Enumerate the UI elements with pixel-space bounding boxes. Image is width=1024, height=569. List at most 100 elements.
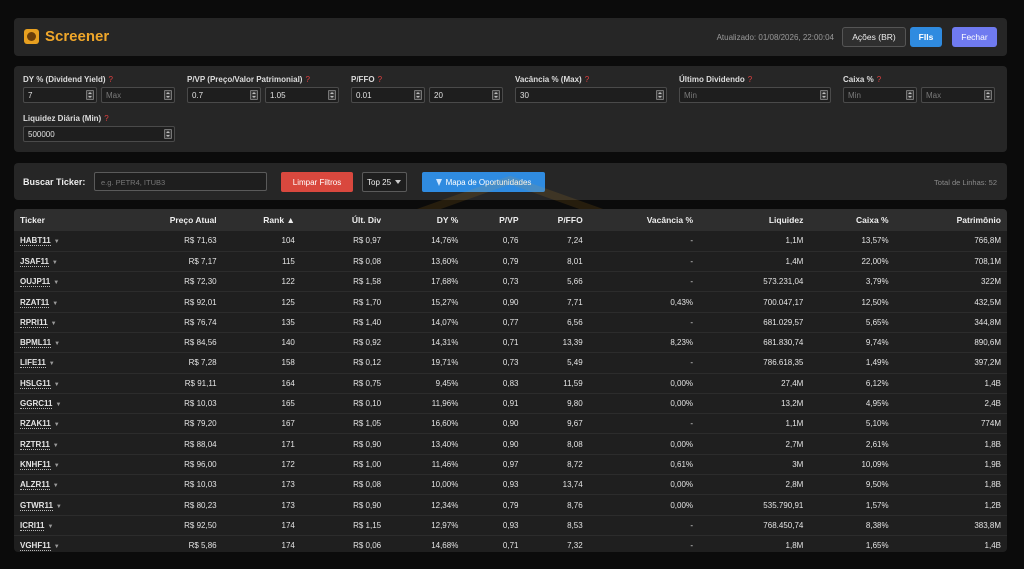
table-row[interactable]: JSAF11 ▼ R$ 7,17 115 R$ 0,08 13,60% 0,79 8,01-1… [14,251,1007,273]
help-icon[interactable]: ? [305,75,310,84]
table-row[interactable]: RZAT11 ▼ R$ 92,01 125 R$ 1,70 15,27% 0,90 7,71 0… [14,291,1007,313]
pffo-min-input[interactable]: 0.01 [351,87,425,103]
spinner-icon[interactable] [250,90,258,100]
spinner-icon[interactable] [820,90,828,100]
spinner-icon[interactable] [86,90,94,100]
table-row[interactable]: VGHF11 ▼ R$ 5,86 174 R$ 0,06 14,68% 0,71 7,32-1… [14,535,1007,552]
cell-ticker[interactable]: HSLG11 ▼ [14,373,93,394]
column-header-preco[interactable]: Preço Atual [92,209,223,231]
column-header-ticker[interactable]: Ticker [14,209,93,231]
pffo-max-input[interactable]: 20 [429,87,503,103]
top-count-select[interactable]: Top 25 [362,172,407,192]
ultimo-dividendo-min-input[interactable]: Min [679,87,831,103]
dropdown-arrow-icon[interactable]: ▼ [53,544,60,551]
spinner-icon[interactable] [492,90,500,100]
table-row[interactable]: RZAK11 ▼ R$ 79,20 167 R$ 1,05 16,60% 0,90 9,67-… [14,413,1007,435]
dropdown-arrow-icon[interactable]: ▼ [53,462,60,469]
table-row[interactable]: RPRI11 ▼ R$ 76,74 135 R$ 1,40 14,07% 0,77 6,56-… [14,312,1007,333]
fiis-button[interactable]: FIIs [910,27,942,47]
help-icon[interactable]: ? [108,75,113,84]
cell-ticker[interactable]: GGRC11 ▼ [14,393,93,415]
ticker-link[interactable]: JSAF11 [20,256,49,267]
column-header-pvp[interactable]: P/VP [464,209,525,231]
ticker-link[interactable]: VGHF11 [20,541,51,552]
dropdown-arrow-icon[interactable]: ▼ [55,503,62,510]
table-row[interactable]: GTWR11 ▼ R$ 80,23 173 R$ 0,90 12,34% 0,79 8,76 0… [14,494,1007,516]
cell-ticker[interactable]: RZAT11 ▼ [14,291,93,313]
ticker-link[interactable]: ICRI11 [20,520,45,531]
cell-ticker[interactable]: JSAF11 ▼ [14,251,93,273]
liquidez-min-input[interactable]: 500000 [23,126,175,142]
spinner-icon[interactable] [328,90,336,100]
ticker-link[interactable]: RPRI11 [20,317,48,328]
dy-max-input[interactable]: Max [101,87,175,103]
spinner-icon[interactable] [414,90,422,100]
ticker-link[interactable]: RZTR11 [20,439,50,450]
ticker-link[interactable]: BPML11 [20,338,52,349]
table-row[interactable]: BPML11 ▼ R$ 84,56 140 R$ 0,92 14,31% 0,71 13,39… [14,332,1007,354]
help-icon[interactable]: ? [584,75,590,84]
cell-ticker[interactable]: ICRI11 ▼ [14,515,93,536]
dropdown-arrow-icon[interactable]: ▼ [50,320,57,327]
column-header-vacancia[interactable]: Vacância % [588,209,700,231]
ticker-link[interactable]: LIFE11 [20,358,46,369]
help-icon[interactable]: ? [747,75,753,84]
column-header-dy[interactable]: DY % [387,209,465,231]
help-icon[interactable]: ? [377,75,383,84]
spinner-icon[interactable] [656,90,664,100]
table-row[interactable]: LIFE11 ▼ R$ 7,28 158 R$ 0,12 19,71% 0,73 5,49-7… [14,352,1007,374]
dropdown-arrow-icon[interactable]: ▼ [48,361,55,368]
dropdown-arrow-icon[interactable]: ▼ [47,523,54,530]
column-header-ult-div[interactable]: Últ. Div [300,209,388,231]
table-row[interactable]: RZTR11 ▼ R$ 88,04 171 R$ 0,90 13,40% 0,90 8,08 0… [14,433,1007,455]
column-header-pffo[interactable]: P/FFO [524,209,589,231]
cell-ticker[interactable]: KNHF11 ▼ [14,454,93,476]
help-icon[interactable]: ? [104,114,109,123]
cell-ticker[interactable]: ALZR11 ▼ [14,474,93,496]
cell-ticker[interactable]: RZTR11 ▼ [14,433,93,455]
table-row[interactable]: KNHF11 ▼ R$ 96,00 172 R$ 1,00 11,46% 0,97 8,72 0… [14,454,1007,476]
caixa-max-input[interactable]: Max [921,87,995,103]
column-header-patrimonio[interactable]: Patrimônio [894,209,1007,231]
dropdown-arrow-icon[interactable]: ▼ [52,300,59,307]
dropdown-arrow-icon[interactable]: ▼ [52,442,59,449]
close-button[interactable]: Fechar [952,27,997,47]
dropdown-arrow-icon[interactable]: ▼ [54,341,61,348]
ticker-link[interactable]: OUJP11 [20,277,51,288]
help-icon[interactable]: ? [876,75,882,84]
table-row[interactable]: ICRI11 ▼ R$ 92,50 174 R$ 1,15 12,97% 0,93 8,53-… [14,515,1007,536]
caixa-min-input[interactable]: Min [843,87,917,103]
pvp-max-input[interactable]: 1.05 [265,87,339,103]
ticker-link[interactable]: ALZR11 [20,480,50,491]
ticker-link[interactable]: GTWR11 [20,500,53,511]
dropdown-arrow-icon[interactable]: ▼ [52,483,59,490]
cell-ticker[interactable]: HABT11 ▼ [14,231,93,252]
acoes-br-button[interactable]: Ações (BR) [842,27,906,47]
dropdown-arrow-icon[interactable]: ▼ [55,402,62,409]
cell-ticker[interactable]: RZAK11 ▼ [14,413,93,435]
spinner-icon[interactable] [906,90,914,100]
dropdown-arrow-icon[interactable]: ▼ [53,239,60,246]
ticker-link[interactable]: KNHF11 [20,459,51,470]
ticker-link[interactable]: RZAK11 [20,419,51,430]
ticker-link[interactable]: RZAT11 [20,297,50,308]
cell-ticker[interactable]: RPRI11 ▼ [14,312,93,333]
column-header-liquidez[interactable]: Liquidez [699,209,810,231]
spinner-icon[interactable] [164,90,172,100]
table-row[interactable]: GGRC11 ▼ R$ 10,03 165 R$ 0,10 11,96% 0,91 9,80 0… [14,393,1007,415]
vacancia-max-input[interactable]: 30 [515,87,667,103]
column-header-caixa[interactable]: Caixa % [809,209,895,231]
table-row[interactable]: HSLG11 ▼ R$ 91,11 164 R$ 0,75 9,45% 0,83 11,59 0… [14,373,1007,394]
dropdown-arrow-icon[interactable]: ▼ [51,259,58,266]
dropdown-arrow-icon[interactable]: ▼ [53,280,60,287]
spinner-icon[interactable] [984,90,992,100]
pvp-min-input[interactable]: 0.7 [187,87,261,103]
spinner-icon[interactable] [164,129,172,139]
table-row[interactable]: ALZR11 ▼ R$ 10,03 173 R$ 0,08 10,00% 0,93 13,74… [14,474,1007,496]
table-row[interactable]: OUJP11 ▼ R$ 72,30 122 R$ 1,58 17,68% 0,73 5,66-… [14,271,1007,293]
ticker-search-input[interactable]: e.g. PETR4, ITUB3 [94,172,267,191]
cell-ticker[interactable]: OUJP11 ▼ [14,271,93,293]
ticker-link[interactable]: HSLG11 [20,378,51,389]
dropdown-arrow-icon[interactable]: ▼ [53,381,60,388]
ticker-link[interactable]: GGRC11 [20,399,53,410]
